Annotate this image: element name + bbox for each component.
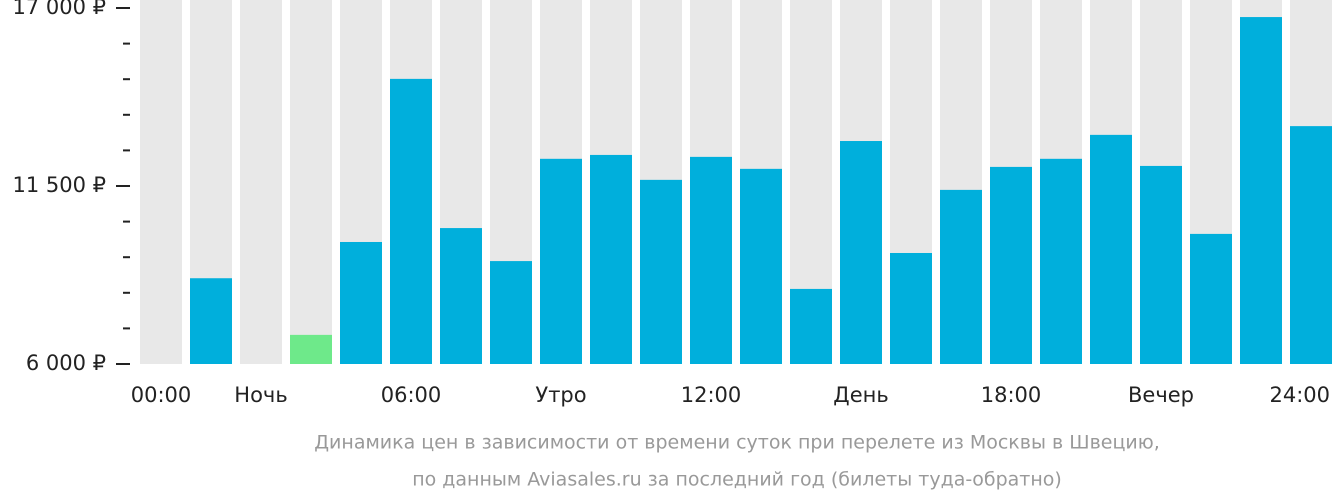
y-tick-label: 17 000 ₽ <box>12 0 106 19</box>
bar <box>740 168 782 364</box>
x-tick-label: Утро <box>535 383 586 407</box>
bar <box>1290 126 1332 364</box>
bar <box>940 189 982 364</box>
x-tick-label: 18:00 <box>981 383 1042 407</box>
bar <box>840 141 882 364</box>
x-tick-label: 24:00 <box>1269 383 1330 407</box>
bar <box>490 261 532 364</box>
bar <box>1040 158 1082 364</box>
caption: по данным Aviasales.ru за последний год … <box>412 469 1062 491</box>
bar <box>540 158 582 364</box>
caption: Динамика цен в зависимости от времени су… <box>314 432 1160 454</box>
x-tick-label: 00:00 <box>131 383 192 407</box>
bar <box>690 156 732 364</box>
x-tick-label: Ночь <box>234 383 287 407</box>
bar-background <box>240 0 282 364</box>
bar-background <box>140 0 182 364</box>
bar <box>290 334 332 364</box>
bar <box>340 241 382 364</box>
bar <box>640 179 682 364</box>
bar <box>1240 17 1282 364</box>
bar <box>440 228 482 364</box>
bar <box>390 78 432 364</box>
bar <box>790 288 832 364</box>
bar <box>1090 134 1132 364</box>
bar <box>1140 165 1182 364</box>
bar <box>1190 233 1232 364</box>
bar <box>190 278 232 364</box>
bar <box>590 154 632 364</box>
y-tick-label: 6 000 ₽ <box>26 351 106 375</box>
x-tick-label: 12:00 <box>681 383 742 407</box>
y-tick-label: 11 500 ₽ <box>12 173 106 197</box>
x-tick-label: День <box>833 383 888 407</box>
bar <box>890 252 932 364</box>
x-tick-label: 06:00 <box>381 383 442 407</box>
bar <box>990 166 1032 364</box>
x-tick-label: Вечер <box>1128 383 1194 407</box>
bar-background <box>290 0 332 364</box>
